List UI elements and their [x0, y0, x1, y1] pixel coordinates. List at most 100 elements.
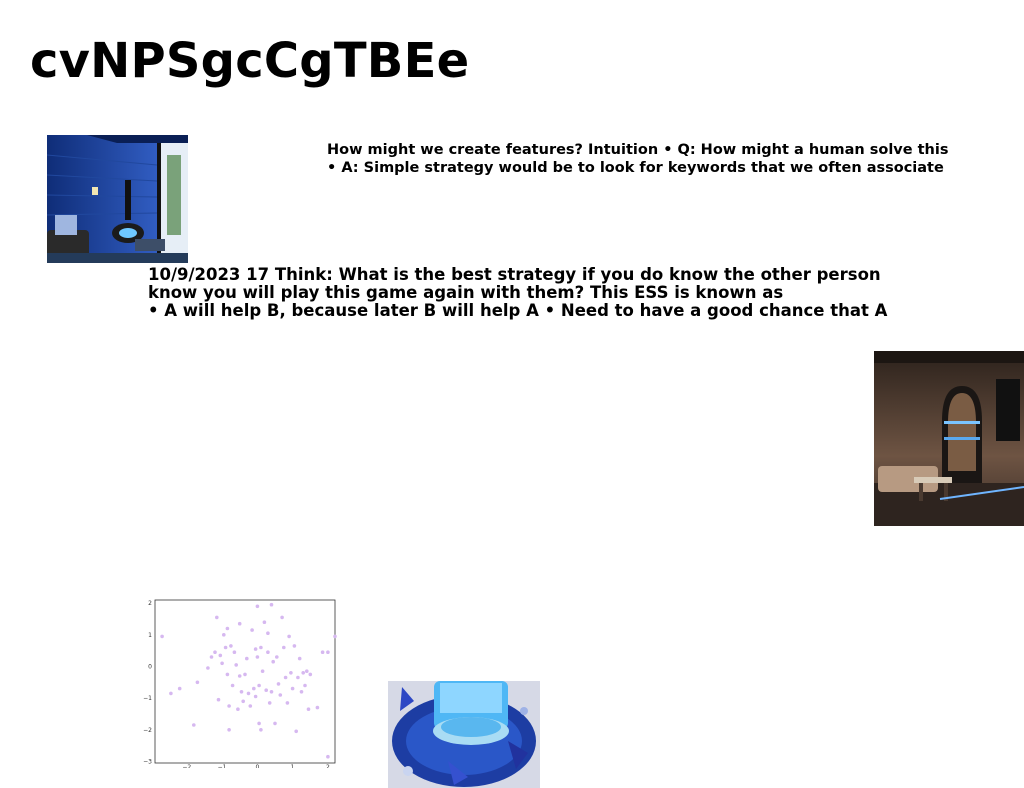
scatter-point [315, 705, 320, 710]
scatter-point [266, 631, 270, 635]
scatter-point [255, 604, 260, 609]
scatter-point [299, 690, 304, 694]
scatter-point [266, 650, 270, 654]
scatter-point [259, 645, 263, 650]
scatter-point [308, 672, 313, 677]
y-tick-label: 1 [148, 632, 152, 639]
scatter-point [252, 686, 256, 691]
scatter-point [216, 697, 221, 702]
y-tick-label: −1 [143, 695, 152, 702]
scatter-point [283, 675, 288, 680]
scatter-point [234, 663, 238, 667]
scatter-point [294, 729, 298, 734]
scatter-point [220, 661, 224, 666]
scatter-point [273, 721, 277, 726]
x-tick-label: 0 [255, 764, 259, 768]
scatter-point [225, 626, 230, 631]
document-title: cvNPSgcCgTBEe [30, 33, 470, 89]
x-tick-label: −1 [218, 764, 227, 768]
scatter-point [280, 615, 284, 620]
scatter-point [269, 690, 274, 694]
text-line: • A: Simple strategy would be to look fo… [327, 160, 944, 176]
scatter-point [255, 655, 260, 659]
scatter-point [257, 721, 261, 726]
scatter-point [305, 669, 309, 673]
scatter-point [257, 683, 261, 688]
scatter-point [209, 655, 214, 659]
scatter-point [246, 691, 251, 696]
scatter-point [278, 693, 283, 697]
scatter-point [292, 644, 297, 648]
scatter-point [227, 704, 231, 708]
scatter-point [253, 647, 258, 651]
scatter-point [239, 690, 244, 694]
blue-drink-image [388, 681, 540, 788]
x-tick-label: 2 [326, 764, 330, 768]
scatter-point [287, 634, 291, 639]
scatter-point [320, 650, 325, 654]
scatter-point [237, 674, 242, 678]
cabin-interior-image [47, 135, 188, 263]
scatter-point [225, 672, 230, 677]
lounge-interior-image [874, 351, 1024, 526]
y-tick-label: 0 [148, 664, 152, 671]
scatter-point [243, 672, 247, 677]
scatter-point [290, 686, 295, 691]
scatter-point [206, 666, 210, 670]
scatter-point [297, 656, 302, 661]
scatter-point [289, 671, 293, 675]
scatter-point [306, 707, 311, 711]
scatter-point [160, 634, 164, 639]
scatter-point [271, 659, 275, 664]
scatter-point [177, 686, 182, 691]
scatter-point [282, 645, 286, 650]
y-tick-label: −3 [143, 758, 152, 765]
scatter-point [232, 650, 237, 654]
scatter-point [245, 656, 249, 661]
intro-paragraph: How might we create features? Intuition … [327, 141, 948, 177]
scatter-point [222, 633, 226, 637]
scatter-point [326, 754, 330, 759]
scatter-point [223, 645, 228, 650]
scatter-point [276, 682, 281, 686]
scatter-point [296, 675, 300, 680]
scatter-point [241, 699, 245, 704]
scatter-point [326, 650, 330, 654]
scatter-point [253, 694, 258, 699]
y-tick-label: 2 [148, 600, 152, 607]
scatter-plot-image: −2 −1 0 1 2 2 1 0 −1 −2 −3 [142, 598, 342, 768]
scatter-point [237, 621, 242, 626]
x-tick-label: −2 [182, 764, 191, 768]
text-line: • A will help B, because later B will he… [148, 301, 888, 320]
scatter-point [195, 680, 200, 685]
scatter-point [229, 644, 233, 648]
y-tick-label: −2 [143, 727, 152, 734]
scatter-point [267, 701, 272, 705]
scatter-point [192, 723, 196, 727]
scatter-point [169, 691, 173, 696]
text-line: 10/9/2023 17 Think: What is the best str… [148, 265, 881, 284]
scatter-point [301, 671, 305, 675]
scatter-point [303, 683, 307, 688]
text-line: know you will play this game again with … [148, 283, 784, 302]
x-tick-label: 1 [291, 764, 295, 768]
scatter-point [215, 615, 219, 620]
scatter-point [260, 669, 265, 673]
scatter-point [275, 655, 279, 659]
scatter-point [333, 634, 337, 639]
scatter-point [259, 728, 263, 732]
strategy-paragraph: 10/9/2023 17 Think: What is the best str… [148, 266, 887, 320]
scatter-point [230, 683, 235, 688]
scatter-point [250, 628, 254, 632]
scatter-point [269, 602, 274, 607]
scatter-point [248, 704, 253, 708]
text-line: How might we create features? Intuition … [327, 142, 949, 158]
scatter-point [213, 650, 217, 654]
scatter-point [262, 620, 267, 624]
scatter-plot: −2 −1 0 1 2 2 1 0 −1 −2 −3 [143, 599, 337, 768]
scatter-point [285, 701, 290, 705]
scatter-point [264, 688, 268, 692]
scatter-point [218, 653, 223, 658]
scatter-point [236, 707, 240, 711]
scatter-point [227, 728, 231, 732]
